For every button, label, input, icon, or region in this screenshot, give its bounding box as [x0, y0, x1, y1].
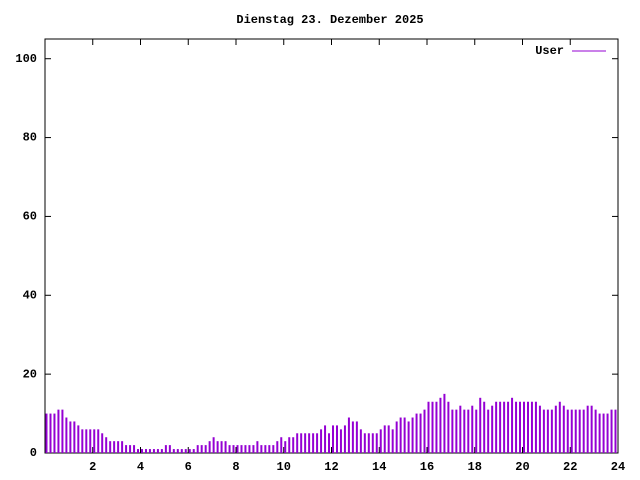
plot-frame [44, 38, 619, 454]
x-tick-label: 24 [611, 460, 625, 474]
x-tick-label: 6 [185, 460, 192, 474]
x-tick-label: 12 [324, 460, 338, 474]
chart-title: Dienstag 23. Dezember 2025 [236, 13, 423, 27]
y-tick-label: 0 [30, 446, 37, 460]
x-tick-label: 10 [277, 460, 291, 474]
x-tick-label: 20 [515, 460, 529, 474]
x-tick-label: 22 [563, 460, 577, 474]
x-tick-label: 16 [420, 460, 434, 474]
y-tick-label: 80 [23, 131, 37, 145]
y-tick-label: 60 [23, 210, 37, 224]
legend-label: User [535, 44, 564, 58]
y-tick-label: 40 [23, 288, 37, 302]
x-tick-label: 18 [468, 460, 482, 474]
x-tick-label: 4 [137, 460, 144, 474]
y-tick-label: 100 [15, 52, 37, 66]
x-tick-label: 14 [372, 460, 386, 474]
x-tick-label: 8 [232, 460, 239, 474]
y-tick-label: 20 [23, 367, 37, 381]
x-tick-label: 2 [89, 460, 96, 474]
